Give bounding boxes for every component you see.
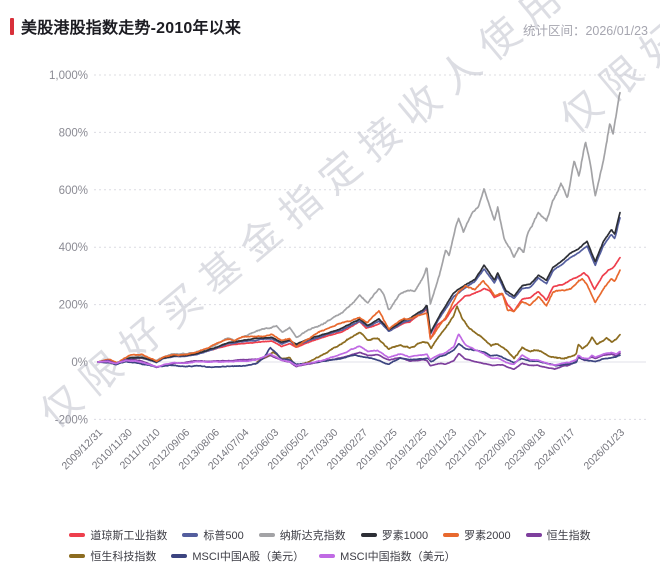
legend-swatch [443, 532, 460, 538]
legend-label: MSCI中国A股（美元） [192, 551, 305, 563]
legend-swatch [258, 532, 275, 538]
legend-item-2[interactable]: 标普500 [182, 527, 244, 543]
legend-item-9[interactable]: MSCI中国指数（美元） [319, 548, 456, 564]
legend-row-2: 恒生科技指数 MSCI中国A股（美元） MSCI中国指数（美元） [69, 548, 590, 564]
legend-label: 恒生指数 [546, 530, 591, 542]
index-performance-line-chart: 1,000%800%600%400%200%0%-200%2009/12/312… [33, 0, 660, 473]
legend-item-3[interactable]: 纳斯达克指数 [258, 527, 346, 543]
legend-swatch [171, 553, 188, 559]
svg-text:0%: 0% [71, 357, 88, 369]
svg-text:1,000%: 1,000% [49, 70, 88, 82]
legend-item-4[interactable]: 罗素1000 [360, 527, 429, 543]
svg-text:200%: 200% [59, 300, 88, 312]
svg-text:-200%: -200% [55, 414, 88, 426]
svg-text:400%: 400% [59, 242, 88, 254]
chart-header: 美股港股指数走势-2010年以来 统计区间：2026/01/23 [10, 14, 648, 39]
legend-row-1: 道琼斯工业指数 标普500 纳斯达克指数 罗素1000 罗素2000 恒生指数 [69, 527, 591, 543]
legend-swatch [319, 553, 336, 559]
series-line-4 [97, 211, 621, 365]
legend-item-6[interactable]: 恒生指数 [525, 527, 591, 543]
series-line-8 [97, 343, 621, 369]
legend-label: 罗素1000 [381, 530, 429, 542]
legend-swatch [525, 532, 542, 538]
legend-label: 道琼斯工业指数 [90, 530, 168, 542]
legend-label: MSCI中国指数（美元） [340, 551, 456, 563]
page-title: 美股港股指数走势-2010年以来 [21, 20, 242, 37]
legend-item-5[interactable]: 罗素2000 [443, 527, 511, 543]
legend-swatch [182, 532, 199, 538]
legend-label: 罗素2000 [464, 530, 511, 542]
legend-item-8[interactable]: MSCI中国A股（美元） [171, 548, 304, 564]
legend-item-1[interactable]: 道琼斯工业指数 [69, 527, 167, 543]
series-line-5 [97, 269, 621, 364]
title-accent-bar [10, 17, 14, 35]
svg-text:600%: 600% [59, 185, 88, 197]
legend-label: 恒生科技指数 [90, 551, 157, 563]
legend-item-7[interactable]: 恒生科技指数 [69, 548, 156, 564]
chart-legend: 道琼斯工业指数 标普500 纳斯达克指数 罗素1000 罗素2000 恒生指数恒生科技指数… [0, 527, 660, 569]
stat-period-label: 统计区间：2026/01/23 [522, 23, 648, 38]
series-line-9 [97, 333, 621, 368]
svg-text:800%: 800% [59, 127, 88, 139]
legend-swatch [69, 553, 86, 559]
series-line-7 [256, 305, 621, 367]
watermark-text: 仅限好买基金指定接收人使用 [33, 0, 579, 437]
legend-label: 标普500 [203, 530, 244, 542]
svg-text:2026/01/23: 2026/01/23 [581, 427, 627, 473]
legend-label: 纳斯达克指数 [279, 530, 346, 542]
legend-swatch [360, 532, 377, 538]
legend-swatch [69, 532, 86, 538]
